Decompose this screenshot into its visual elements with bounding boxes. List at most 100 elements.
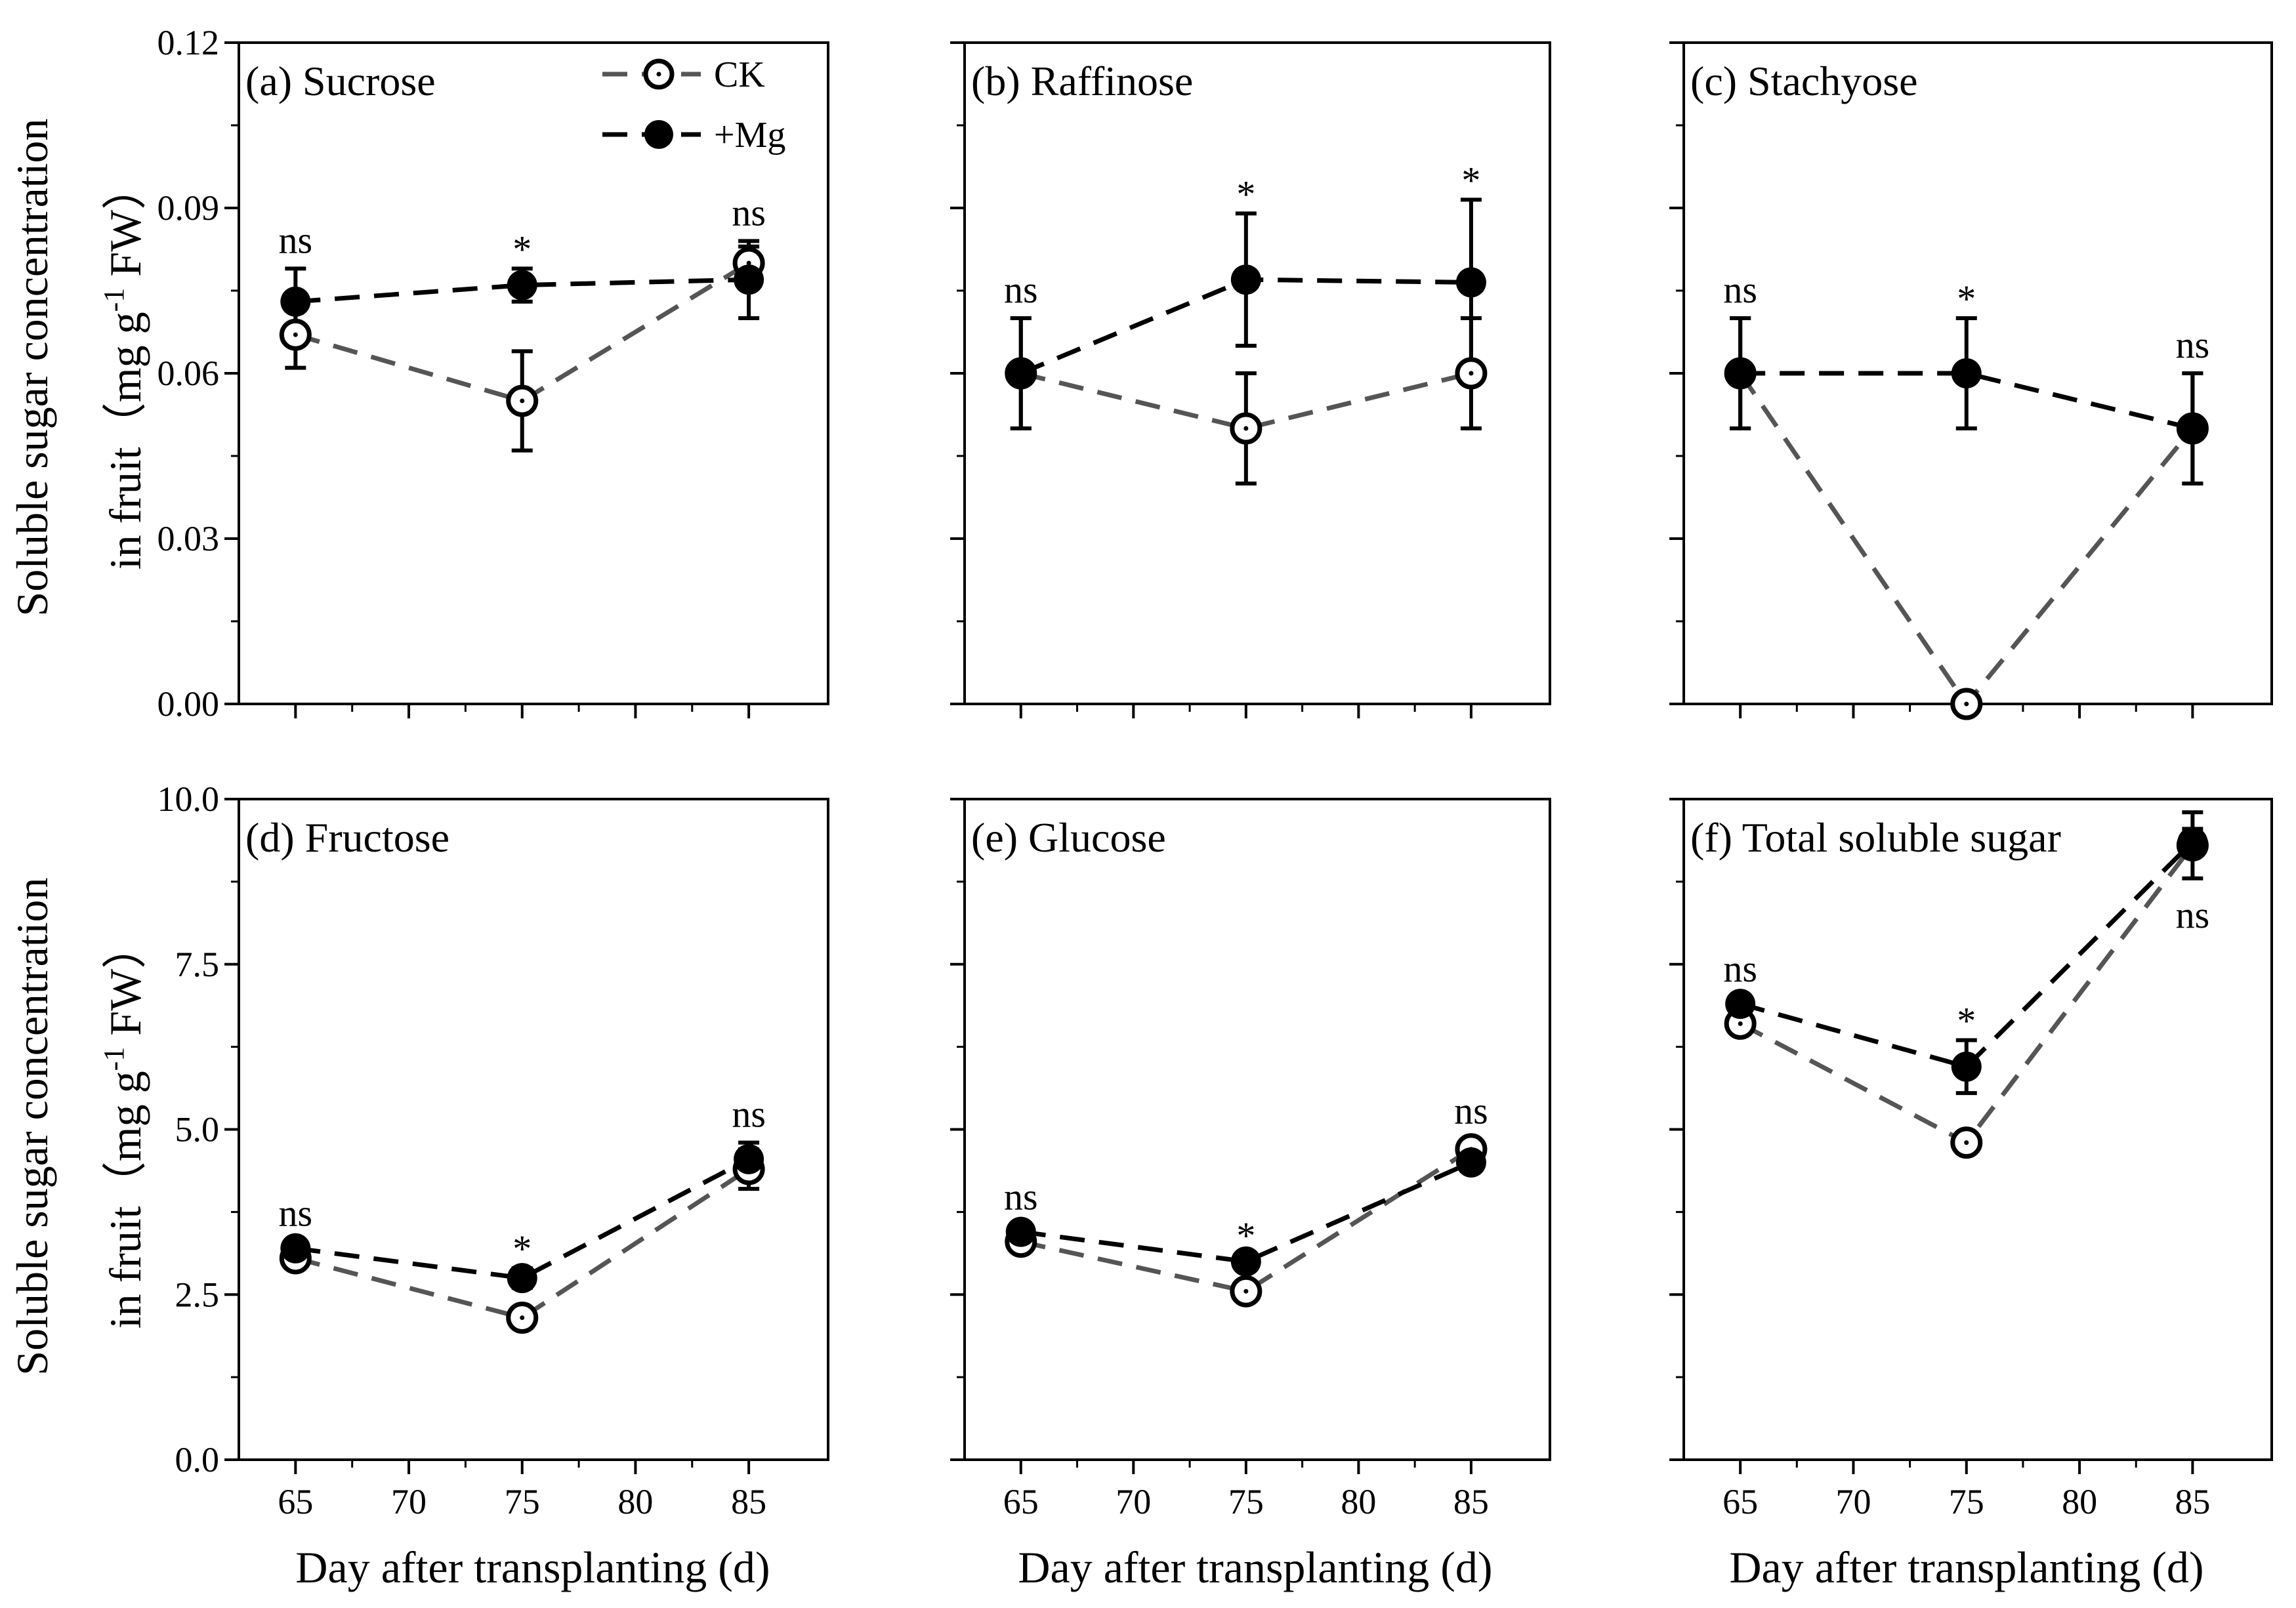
y-tick-label-d-4: 10.0: [157, 779, 220, 819]
significance-label-d-75: *: [512, 1227, 532, 1270]
point-mg-a-65: [280, 286, 311, 317]
y-tick-label-d-1: 2.5: [175, 1275, 220, 1314]
y-tick-label-a-0: 0.00: [157, 684, 220, 724]
point-mg-b-65: [1005, 358, 1036, 388]
series-line-ck-a: [295, 261, 750, 403]
point-mg-b-85: [1455, 267, 1486, 298]
x-tick-label-d-70: 70: [391, 1482, 427, 1521]
point-ck-dot-a-75: [520, 398, 525, 403]
significance-label-a-85: ns: [732, 191, 766, 234]
significance-label-b-75: *: [1236, 173, 1255, 215]
y-tick-label-d-2: 5.0: [175, 1110, 220, 1149]
y-axis-title-top: Soluble sugar concentration in fruit（mg …: [7, 118, 150, 616]
significance-label-d-85: ns: [732, 1093, 766, 1136]
panel-d: 65 70 75 80 85 0.0 2.5 5.0 7.5 10.0 (d) Fructose ns…: [157, 779, 829, 1521]
legend-ck-marker-dot: [656, 72, 661, 77]
point-mg-a-85: [734, 264, 764, 295]
significance-label-f-65: ns: [1723, 947, 1757, 990]
y-axis-title-bottom-line1: Soluble sugar concentration: [7, 877, 57, 1375]
x-tick-label-e-65: 65: [1003, 1482, 1039, 1521]
x-tick-label-e-85: 85: [1453, 1482, 1489, 1521]
x-tick-label-f-65: 65: [1722, 1482, 1758, 1521]
point-ck-dot-f-75: [1964, 1140, 1969, 1145]
panels: 0.00 0.03 0.06 0.09 0.12 (a) Sucrose ns * ns (b) …: [157, 23, 2273, 1521]
legend: CK +Mg: [602, 54, 785, 155]
x-tick-label-d-75: 75: [505, 1482, 540, 1521]
panel-title-b: (b) Raffinose: [971, 58, 1193, 104]
point-mg-f-65: [1725, 989, 1756, 1020]
y-tick-label-a-4: 0.12: [157, 23, 220, 62]
point-ck-dot-b-85: [1469, 371, 1474, 376]
x-axis-title-3: Day after transplanting (d): [1729, 1542, 2203, 1592]
legend-ck-label: CK: [714, 54, 765, 95]
point-mg-d-85: [734, 1144, 764, 1174]
point-ck-dot-b-75: [1243, 426, 1249, 431]
x-tick-label-f-75: 75: [1949, 1482, 1984, 1521]
x-tick-label-d-80: 80: [617, 1482, 653, 1521]
panel-f: 65 70 75 80 85 (f) Total soluble sugar ns * ns: [1669, 798, 2273, 1521]
point-mg-c-85: [2177, 413, 2208, 443]
significance-label-c-75: *: [1957, 278, 1976, 320]
x-tick-label-d-85: 85: [731, 1482, 766, 1521]
series-line-ck-d: [295, 1166, 751, 1321]
series-line-ck-e: [1020, 1147, 1472, 1294]
y-tick-label-d-3: 7.5: [175, 945, 220, 984]
significance-label-d-65: ns: [279, 1192, 313, 1235]
panel-e: 65 70 75 80 85 (e) Glucose ns * ns: [950, 798, 1551, 1521]
panel-title-d: (d) Fructose: [245, 814, 449, 861]
y-tick-label-a-3: 0.09: [157, 188, 220, 228]
point-ck-dot-a-85: [746, 260, 751, 266]
x-tick-label-e-70: 70: [1116, 1482, 1151, 1521]
panel-title-a: (a) Sucrose: [245, 58, 436, 104]
y-axis-title-top-line1: Soluble sugar concentration: [7, 118, 57, 616]
series-line-mg-d: [295, 1157, 750, 1281]
panel-title-f: (f) Total soluble sugar: [1690, 814, 2061, 861]
point-ck-dot-c-75: [1964, 701, 1969, 707]
point-mg-e-65: [1005, 1216, 1036, 1247]
series-line-mg-f: [1740, 840, 2194, 1069]
panel-a: 0.00 0.03 0.06 0.09 0.12 (a) Sucrose ns * ns: [157, 23, 829, 724]
y-axis-title-bottom-unit: in fruit（mg g: [100, 1071, 150, 1329]
legend-mg-label: +Mg: [714, 115, 785, 155]
legend-entry-mg: +Mg: [602, 115, 785, 155]
legend-entry-ck: CK: [602, 54, 765, 95]
significance-label-f-85: ns: [2176, 894, 2210, 936]
y-tick-label-a-1: 0.03: [157, 519, 220, 558]
y-axis-title-bottom-line2: in fruit（mg g-1 FW）: [98, 924, 150, 1329]
x-tick-label-f-70: 70: [1835, 1482, 1871, 1521]
significance-label-e-85: ns: [1454, 1090, 1488, 1132]
x-tick-label-f-80: 80: [2062, 1482, 2097, 1521]
point-mg-c-65: [1725, 358, 1756, 388]
significance-label-e-75: *: [1236, 1214, 1255, 1257]
legend-mg-marker: [644, 120, 673, 149]
x-tick-label-f-85: 85: [2175, 1482, 2210, 1521]
x-axis-title-2: Day after transplanting (d): [1018, 1542, 1492, 1592]
point-ck-dot-e-75: [1243, 1288, 1249, 1294]
x-axis-title-1: Day after transplanting (d): [295, 1542, 770, 1592]
y-axis-title-top-exponent: -1: [98, 288, 130, 312]
panel-title-c: (c) Stachyose: [1690, 58, 1918, 104]
panel-b: (b) Raffinose ns * *: [950, 41, 1551, 718]
point-mg-e-85: [1455, 1147, 1486, 1178]
point-ck-dot-a-65: [293, 332, 298, 337]
point-mg-d-65: [280, 1233, 311, 1264]
point-mg-b-75: [1230, 264, 1261, 295]
significance-label-c-65: ns: [1723, 268, 1757, 311]
y-axis-title-bottom-exponent: -1: [98, 1047, 130, 1071]
y-axis-title-top-line2: in fruit（mg g-1 FW）: [98, 165, 150, 570]
point-mg-d-75: [507, 1263, 537, 1294]
point-mg-f-75: [1951, 1051, 1982, 1082]
y-axis-title-top-unit: in fruit（mg g: [100, 312, 150, 569]
y-axis-title-bottom-unit-end: FW）: [100, 924, 150, 1047]
series-line-ck-f: [1739, 844, 2195, 1146]
x-tick-label-d-65: 65: [278, 1482, 313, 1521]
point-ck-dot-d-75: [520, 1315, 525, 1320]
significance-label-f-75: *: [1957, 1000, 1976, 1042]
y-tick-label-a-2: 0.06: [157, 354, 220, 393]
point-mg-a-75: [507, 270, 537, 300]
panel-title-e: (e) Glucose: [971, 814, 1166, 861]
point-mg-f-85: [2177, 827, 2208, 857]
significance-label-a-65: ns: [279, 218, 313, 261]
significance-label-e-65: ns: [1004, 1176, 1038, 1218]
